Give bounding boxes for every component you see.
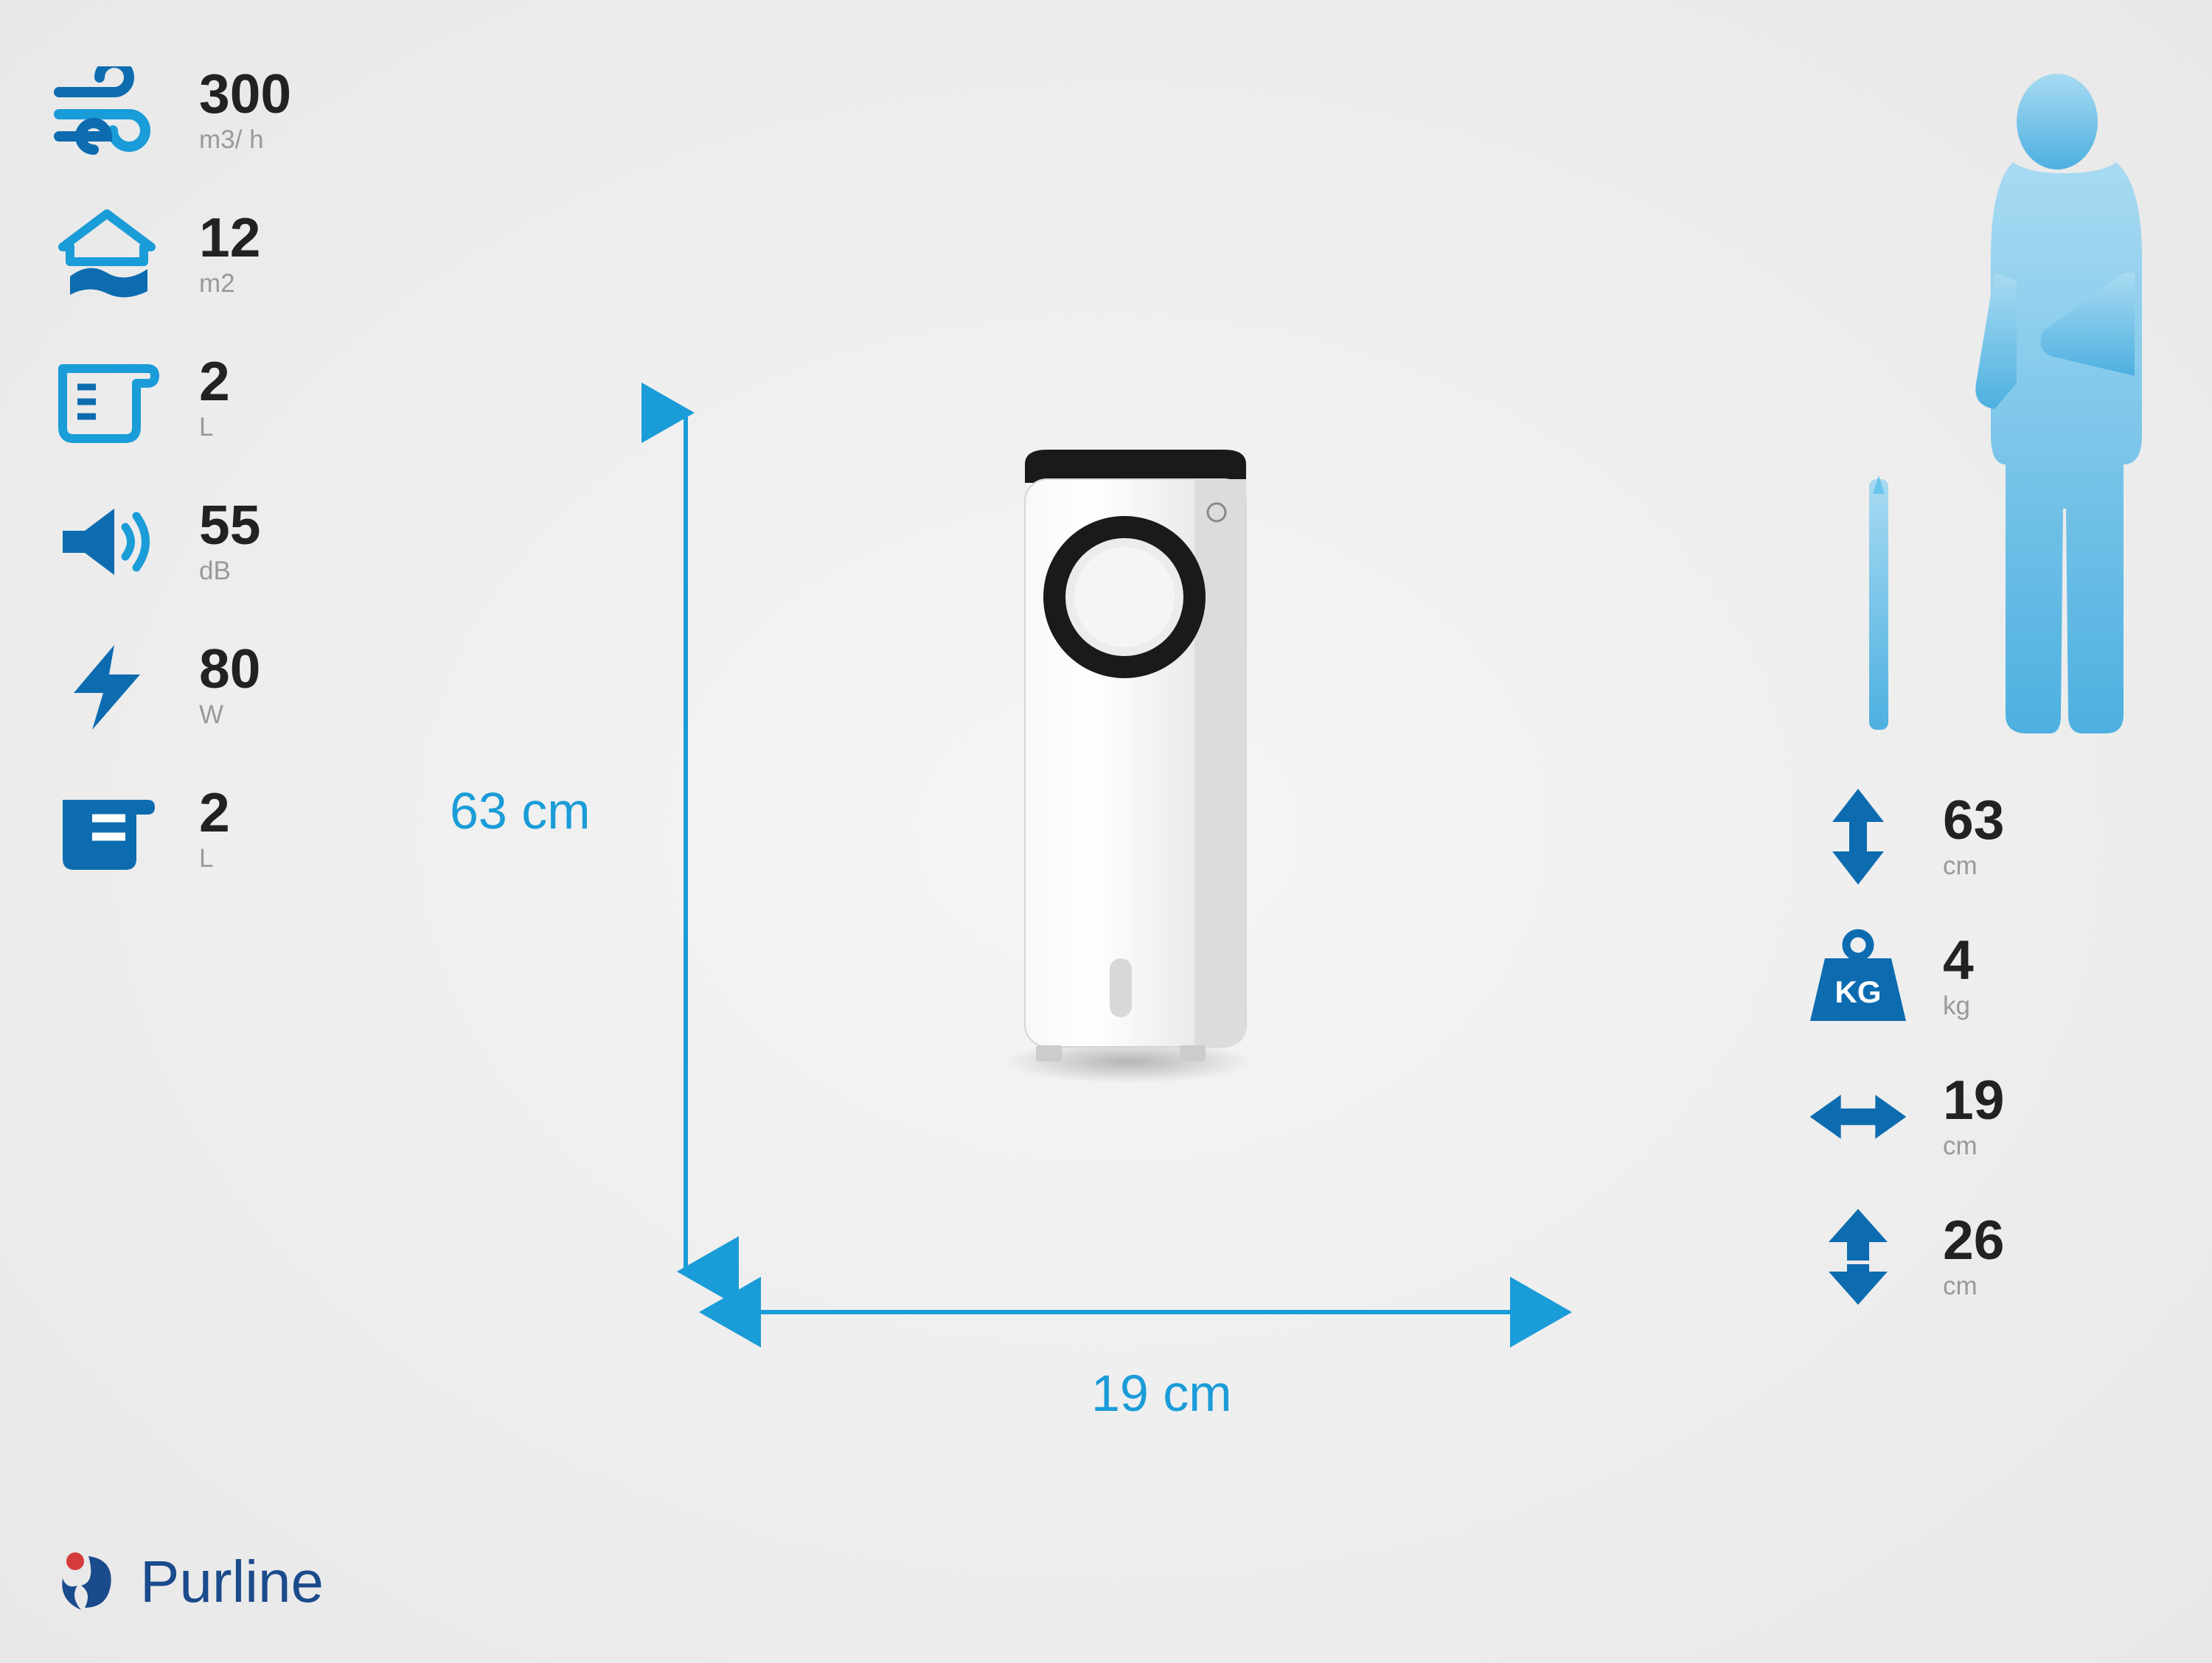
width-unit: cm (1943, 1132, 2004, 1161)
product-illustration (995, 442, 1276, 1091)
weight-icon: KG (1806, 929, 1910, 1025)
width-dimension-label: 19 cm (1091, 1364, 1232, 1423)
left-specs-column: 300 m3/ h 12 m2 2 L (52, 59, 291, 921)
width-arrow-icon (1806, 1069, 1910, 1165)
spec-height-right: 63 cm (1806, 789, 2190, 885)
tank2-unit: L (199, 844, 230, 874)
power-unit: W (199, 700, 260, 730)
height-arrow-icon (1806, 789, 1910, 885)
coverage-icon (52, 203, 162, 306)
spec-weight: KG 4 kg (1806, 929, 2190, 1025)
spec-airflow: 300 m3/ h (52, 59, 291, 162)
spec-depth: 26 cm (1806, 1209, 2190, 1305)
tank-unit: L (199, 413, 230, 442)
tank2-icon (52, 778, 162, 881)
height-value: 63 (1943, 792, 2004, 848)
coverage-unit: m2 (199, 269, 260, 299)
brand-logo: Purline (52, 1545, 324, 1619)
coverage-value: 12 (199, 210, 260, 265)
spec-noise: 55 dB (52, 490, 291, 593)
airflow-value: 300 (199, 66, 291, 122)
depth-value: 26 (1943, 1213, 2004, 1268)
power-icon (52, 634, 162, 737)
weight-unit: kg (1943, 991, 1974, 1021)
width-value: 19 (1943, 1073, 2004, 1128)
tank-value: 2 (199, 354, 230, 409)
airflow-icon (52, 59, 162, 162)
spec-tank2: 2 L (52, 778, 291, 881)
weight-value: 4 (1943, 932, 1974, 988)
noise-unit: dB (199, 557, 260, 586)
depth-arrow-icon (1806, 1209, 1910, 1305)
power-value: 80 (199, 641, 260, 697)
right-column: 63 cm KG 4 kg 19 cm (1806, 66, 2190, 1349)
spec-power: 80 W (52, 634, 291, 737)
height-dimension-label: 63 cm (450, 781, 591, 840)
noise-icon (52, 490, 162, 593)
brand-name: Purline (140, 1548, 324, 1616)
depth-unit: cm (1943, 1272, 2004, 1301)
spec-width-right: 19 cm (1806, 1069, 2190, 1165)
spec-tank: 2 L (52, 346, 291, 450)
airflow-unit: m3/ h (199, 125, 291, 155)
tank-icon (52, 346, 162, 450)
size-comparison (1806, 66, 2190, 745)
height-unit: cm (1943, 851, 2004, 881)
spec-coverage: 12 m2 (52, 203, 291, 306)
noise-value: 55 (199, 498, 260, 553)
svg-text:KG: KG (1835, 975, 1882, 1009)
tank2-value: 2 (199, 785, 230, 840)
logo-icon (52, 1545, 125, 1619)
